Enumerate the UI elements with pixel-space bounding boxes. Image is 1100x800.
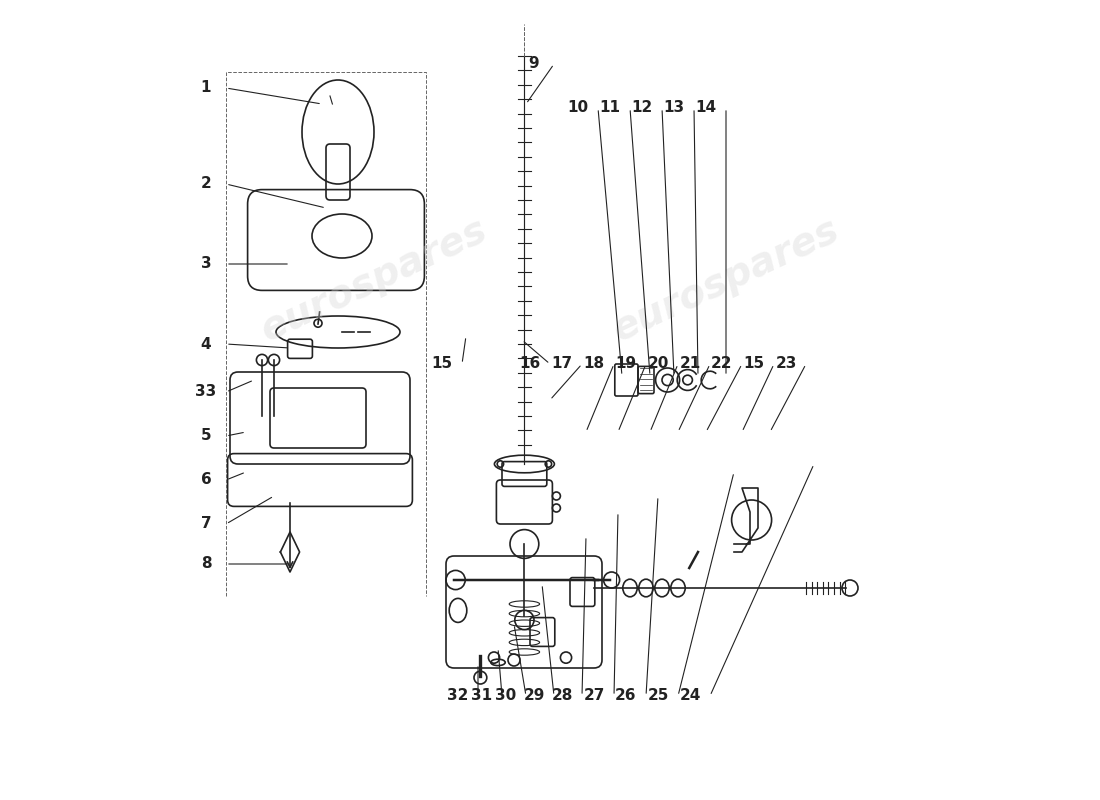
- Text: 12: 12: [631, 101, 652, 115]
- Text: 33: 33: [196, 385, 217, 399]
- Text: 29: 29: [524, 689, 544, 703]
- Text: 4: 4: [200, 337, 211, 351]
- Text: eurospares: eurospares: [606, 211, 846, 349]
- Text: 2: 2: [200, 177, 211, 191]
- Text: 10: 10: [568, 101, 588, 115]
- Text: 11: 11: [600, 101, 620, 115]
- Text: 20: 20: [647, 357, 669, 371]
- Text: 25: 25: [647, 689, 669, 703]
- Text: 15: 15: [744, 357, 764, 371]
- Text: 24: 24: [680, 689, 701, 703]
- Text: 15: 15: [431, 357, 452, 371]
- Text: 31: 31: [472, 689, 493, 703]
- Text: 22: 22: [712, 357, 733, 371]
- Text: 14: 14: [695, 101, 716, 115]
- Text: 17: 17: [551, 357, 573, 371]
- Text: 6: 6: [200, 473, 211, 487]
- Text: eurospares: eurospares: [254, 211, 494, 349]
- Text: 32: 32: [448, 689, 469, 703]
- Text: 8: 8: [200, 557, 211, 571]
- Text: 23: 23: [776, 357, 796, 371]
- Text: 7: 7: [200, 517, 211, 531]
- Text: 13: 13: [663, 101, 684, 115]
- Text: 19: 19: [615, 357, 637, 371]
- Text: 26: 26: [615, 689, 637, 703]
- Text: 30: 30: [495, 689, 517, 703]
- Text: 28: 28: [551, 689, 573, 703]
- Text: 27: 27: [583, 689, 605, 703]
- Text: 9: 9: [529, 57, 539, 71]
- Text: 18: 18: [583, 357, 605, 371]
- Text: 21: 21: [680, 357, 701, 371]
- Text: 3: 3: [200, 257, 211, 271]
- Text: 16: 16: [519, 357, 540, 371]
- Text: 5: 5: [200, 429, 211, 443]
- Text: 1: 1: [200, 81, 211, 95]
